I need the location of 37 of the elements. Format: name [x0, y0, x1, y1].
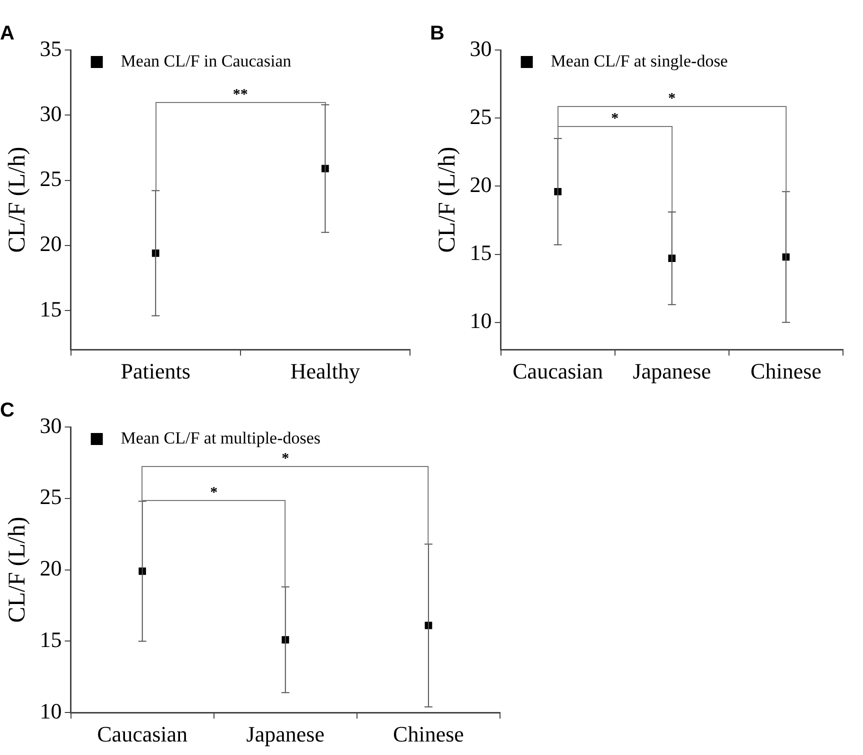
annotation: * [668, 90, 676, 107]
y-tick-label: 20 [40, 231, 62, 256]
y-tick-label: 30 [470, 36, 492, 61]
legend-label: Mean CL/F at single-dose [550, 51, 728, 70]
y-tick-label: 10 [470, 308, 492, 334]
y-tick-label: 15 [470, 240, 492, 266]
x-tick-label: Patients [120, 358, 190, 384]
y-tick-label: 25 [40, 484, 62, 510]
annotation: * [611, 111, 619, 128]
legend-label: Mean CL/F in Caucasian [120, 51, 292, 70]
annotation: ** [232, 87, 248, 104]
y-tick-label: 35 [40, 36, 62, 61]
x-tick-label: Japanese [632, 358, 711, 384]
y-tick-label: 15 [40, 296, 62, 322]
x-tick-label: Healthy [290, 358, 360, 384]
x-tick-label: Japanese [246, 722, 324, 747]
y-axis-title: CL/F (L/h) [4, 516, 31, 623]
y-tick-label: 20 [470, 172, 492, 197]
chart-title: A [0, 22, 14, 45]
annotation: * [210, 484, 218, 501]
y-axis-title: CL/F (L/h) [4, 146, 31, 253]
y-tick-label: 25 [40, 166, 62, 192]
y-tick-label: 20 [40, 556, 62, 581]
chart-title: C [0, 400, 14, 422]
annotation: * [282, 450, 290, 467]
y-tick-label: 30 [40, 100, 62, 126]
x-tick-label: Chinese [750, 358, 822, 384]
y-tick-label: 15 [40, 626, 62, 652]
x-tick-label: Caucasian [97, 722, 188, 747]
y-tick-label: 30 [40, 412, 62, 438]
chart-title: B [430, 22, 444, 45]
legend-label: Mean CL/F at multiple-doses [120, 428, 321, 448]
x-tick-label: Caucasian [512, 358, 604, 384]
y-axis-title: CL/F (L/h) [434, 146, 461, 253]
x-tick-label: Chinese [393, 722, 464, 747]
y-tick-label: 10 [40, 698, 62, 724]
y-tick-label: 25 [470, 104, 492, 129]
